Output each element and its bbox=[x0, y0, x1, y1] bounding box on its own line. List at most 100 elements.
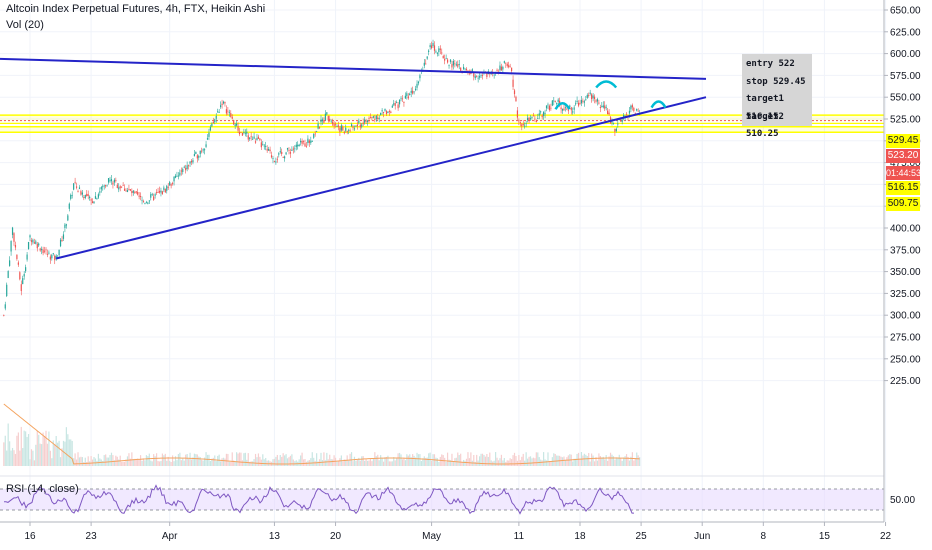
candle-body bbox=[543, 111, 545, 116]
volume-bar bbox=[4, 435, 6, 466]
volume-bar bbox=[249, 461, 251, 466]
time-axis[interactable]: 16 23 Apr 13 20 May 11 18 25 Jun 8 15 22 bbox=[0, 521, 892, 542]
volume-bar bbox=[247, 453, 249, 466]
trendline[interactable] bbox=[55, 96, 707, 260]
price-tick-label: 650.00 bbox=[890, 6, 921, 17]
shoulder-arc[interactable] bbox=[595, 80, 618, 89]
volume-bar bbox=[575, 458, 577, 466]
volume-bar bbox=[33, 460, 35, 466]
volume-bar bbox=[45, 430, 47, 466]
volume-bar bbox=[534, 458, 536, 466]
candle-body bbox=[93, 201, 95, 203]
candle-body bbox=[547, 104, 549, 106]
volume-bar bbox=[588, 452, 590, 466]
volume-bar bbox=[209, 460, 212, 466]
volume-label: Vol (20) bbox=[6, 19, 44, 31]
candle-body bbox=[348, 129, 350, 131]
candle-body bbox=[548, 105, 551, 110]
volume-bar bbox=[6, 450, 8, 466]
candle-body bbox=[254, 141, 257, 143]
candle-body bbox=[591, 94, 593, 100]
volume-bar bbox=[481, 453, 484, 466]
candle-body bbox=[113, 179, 115, 183]
candle-body bbox=[196, 155, 198, 159]
candle-body bbox=[190, 160, 193, 163]
price-tick-label: 575.00 bbox=[890, 71, 921, 82]
volume-bar bbox=[384, 457, 386, 466]
volume-bar bbox=[275, 456, 277, 466]
volume-bar bbox=[529, 456, 532, 466]
candle-body bbox=[465, 68, 468, 71]
candle-body bbox=[540, 111, 542, 113]
annotation-curves[interactable] bbox=[554, 80, 667, 110]
shoulder-arc[interactable] bbox=[650, 100, 667, 109]
candle-body bbox=[13, 233, 15, 242]
candle-body bbox=[195, 151, 197, 155]
price-axis[interactable]: 650.00625.00600.00575.00550.00525.00500.… bbox=[883, 0, 921, 522]
volume-bar bbox=[486, 453, 488, 466]
volume-bar bbox=[142, 458, 145, 466]
volume-bar bbox=[272, 459, 274, 466]
candle-body bbox=[61, 239, 63, 242]
volume-bar bbox=[339, 458, 341, 466]
volume-bar bbox=[150, 460, 152, 466]
volume-bar bbox=[537, 452, 539, 466]
time-tick-label: 23 bbox=[86, 531, 98, 542]
volume-bar bbox=[403, 458, 405, 466]
volume-bar bbox=[614, 459, 616, 466]
candle-body bbox=[49, 256, 51, 260]
volume-bar bbox=[42, 432, 44, 466]
stop-text: stop 529.45 bbox=[746, 76, 806, 87]
volume-bar bbox=[227, 453, 229, 466]
candle-body bbox=[43, 250, 46, 252]
candle-body bbox=[122, 185, 124, 186]
trendlines[interactable] bbox=[0, 57, 707, 260]
volume-bar bbox=[161, 453, 164, 466]
candles bbox=[3, 39, 641, 317]
volume-bar bbox=[422, 458, 424, 466]
candle-body bbox=[506, 64, 508, 66]
trendline[interactable] bbox=[0, 57, 707, 80]
candle-body bbox=[563, 108, 565, 111]
volume-bar bbox=[183, 460, 185, 466]
volume-bar bbox=[199, 457, 201, 466]
chart-title: Altcoin Index Perpetual Futures, 4h, FTX… bbox=[6, 3, 266, 15]
volume-bar bbox=[612, 456, 615, 466]
candle-body bbox=[91, 201, 94, 204]
candle-body bbox=[269, 149, 271, 152]
volume-bar bbox=[206, 454, 209, 466]
volume-bar bbox=[29, 459, 31, 466]
candle-body bbox=[144, 203, 146, 205]
volume-bar bbox=[317, 461, 319, 466]
candle-body bbox=[631, 105, 633, 108]
candle-body bbox=[429, 45, 431, 48]
candle-body bbox=[83, 197, 85, 199]
shoulder-arc[interactable] bbox=[554, 102, 571, 110]
volume-bar bbox=[43, 435, 46, 466]
time-tick-label: Apr bbox=[162, 531, 178, 542]
candle-body bbox=[38, 243, 40, 246]
volume-bar bbox=[548, 460, 551, 466]
volume-bar bbox=[52, 440, 54, 466]
candle-body bbox=[236, 123, 238, 126]
volume-bar bbox=[579, 458, 581, 466]
candle-body bbox=[337, 125, 340, 127]
volume-bar bbox=[281, 456, 283, 466]
candle-body bbox=[166, 185, 168, 191]
volume-bar bbox=[153, 454, 155, 466]
volume-bar bbox=[598, 453, 600, 466]
volume-bar bbox=[634, 458, 636, 466]
volume-bar bbox=[49, 450, 51, 466]
candle-body bbox=[170, 184, 172, 186]
volume-bar bbox=[313, 457, 315, 466]
volume-bar bbox=[198, 456, 200, 466]
candle-body bbox=[32, 239, 34, 243]
candle-body bbox=[336, 126, 338, 127]
candle-body bbox=[435, 51, 437, 53]
volume-bar bbox=[326, 452, 328, 466]
trade-plan-box[interactable]: entry 522 stop 529.45 target1 516.15 tar… bbox=[742, 54, 812, 139]
candle-body bbox=[525, 123, 527, 125]
volume-bar bbox=[438, 461, 440, 466]
candle-body bbox=[253, 136, 255, 139]
